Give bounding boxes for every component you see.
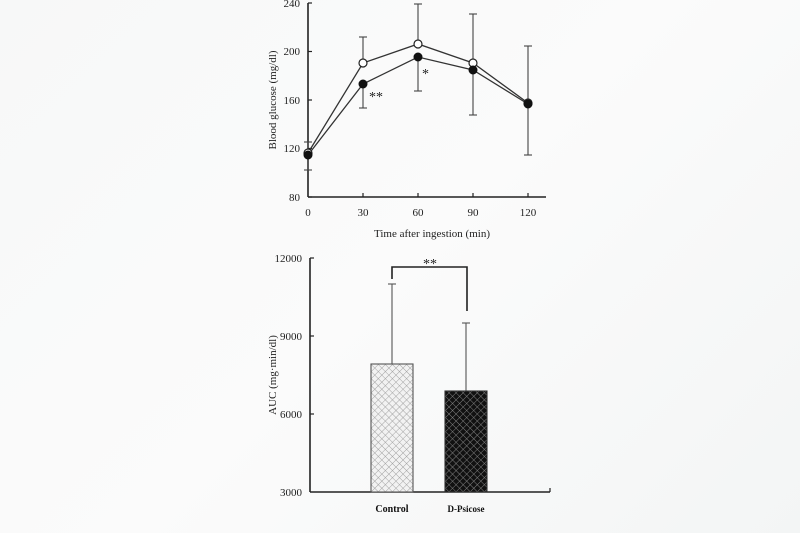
bar-control (370, 363, 414, 493)
x-ticks (362, 193, 529, 197)
y-tick-label: 3000 (280, 487, 303, 499)
x-tick-label: 120 (520, 207, 537, 219)
y-tick-label: 240 (284, 0, 301, 10)
y-axis-label: Blood glucose (mg/dl) (267, 50, 279, 149)
category-label-psicose: D-Psicose (448, 504, 485, 514)
significance-marker: ** (423, 257, 437, 272)
y-tick-label: 160 (284, 95, 301, 107)
significance-marker-60: * (422, 67, 429, 82)
y-tick-label: 12000 (275, 253, 303, 265)
y-tick-label: 80 (289, 192, 301, 204)
x-tick-label: 0 (305, 207, 311, 219)
y-ticks (310, 257, 314, 415)
y-tick-label: 6000 (280, 409, 303, 421)
bar-error-bars (388, 283, 470, 391)
significance-marker-30: ** (369, 90, 383, 105)
line-chart: 240 200 160 120 80 0 30 60 90 120 Time a… (267, 0, 546, 240)
y-axis-label: AUC (mg·min/dl) (267, 335, 279, 415)
x-axis-label: Time after ingestion (min) (374, 228, 490, 240)
bar-chart: 12000 9000 6000 3000 AUC (mg·min/dl) ** … (267, 253, 551, 515)
x-tick-label: 90 (468, 207, 480, 219)
y-tick-label: 120 (284, 143, 301, 155)
y-tick-label: 9000 (280, 331, 303, 343)
x-tick-label: 60 (413, 207, 425, 219)
x-tick-label: 30 (358, 207, 370, 219)
category-label-control: Control (375, 504, 408, 515)
markers-psicose (303, 52, 533, 160)
y-tick-label: 200 (284, 46, 301, 58)
error-bars-psicose (304, 57, 532, 171)
error-bars-control (304, 3, 532, 155)
significance-bracket (391, 266, 468, 311)
bar-psicose (444, 390, 488, 493)
